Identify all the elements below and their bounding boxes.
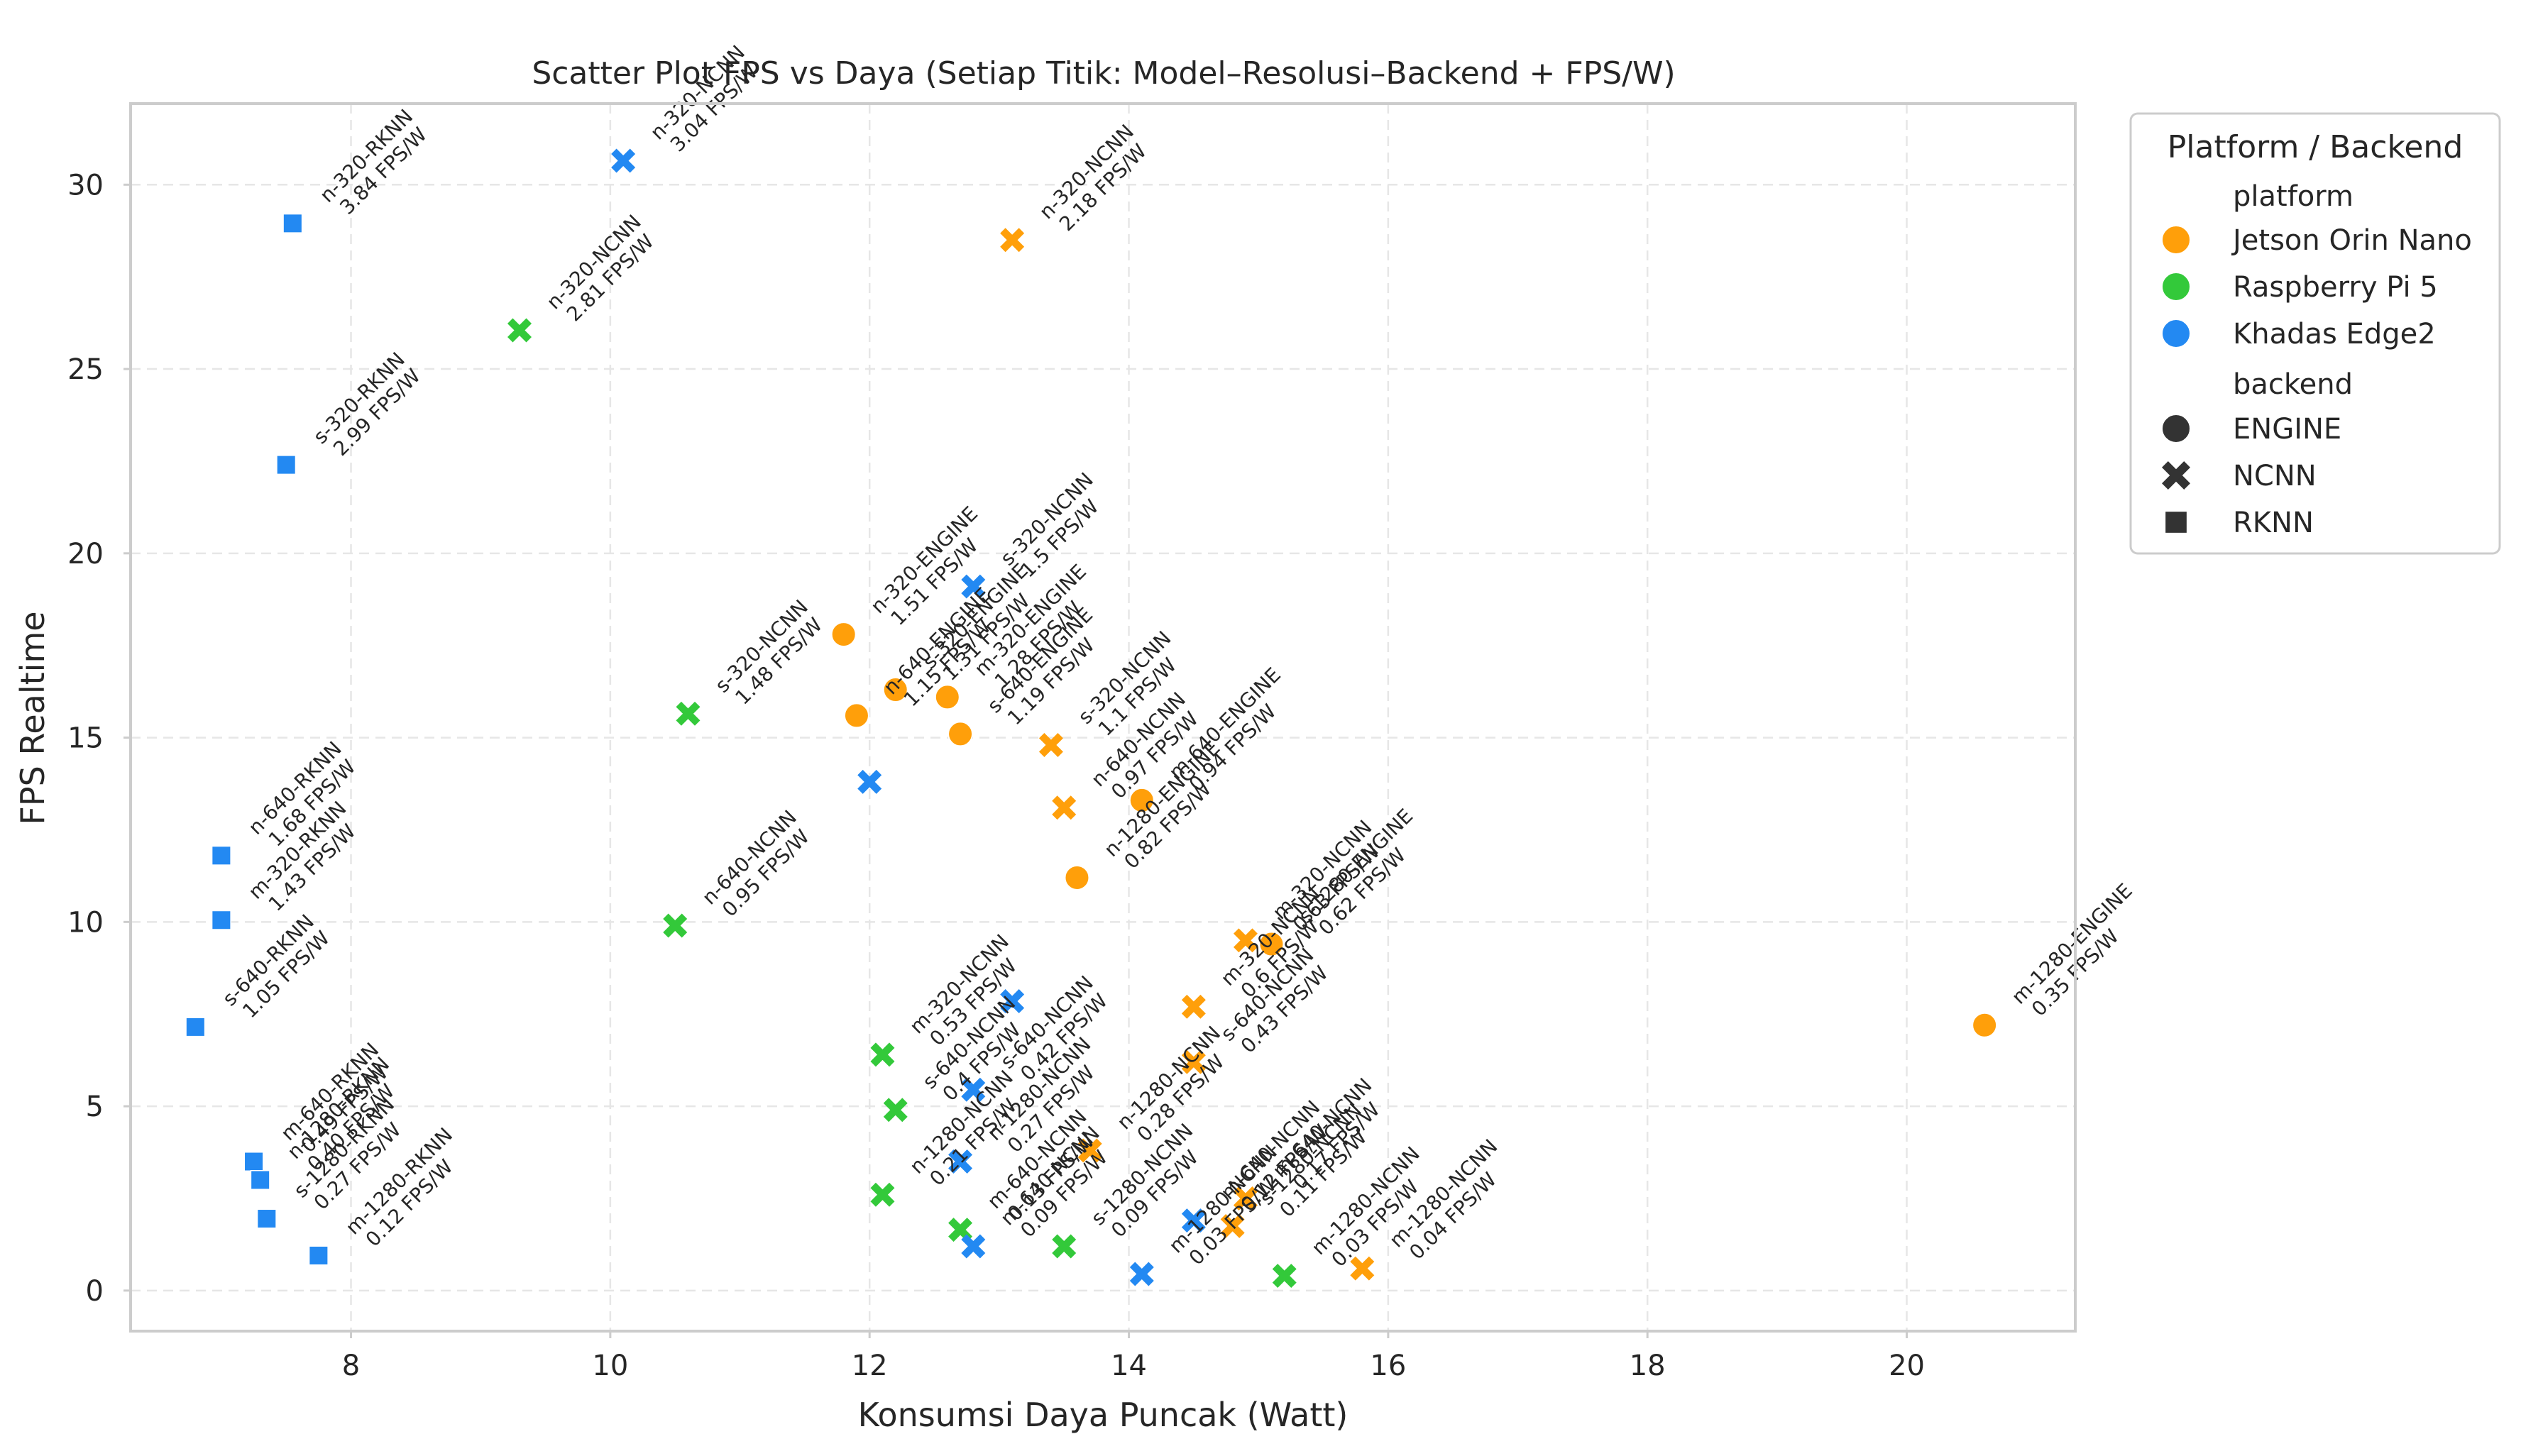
y-tick-label: 5	[86, 1091, 104, 1123]
point-label: m-1280-ENGINE0.35 FPS/W	[2007, 879, 2153, 1025]
y-tick-label: 15	[67, 722, 104, 755]
data-point	[948, 721, 974, 747]
data-point	[1181, 1208, 1206, 1233]
data-point	[830, 622, 857, 648]
data-point	[961, 574, 986, 599]
data-point	[276, 455, 297, 475]
data-point	[1181, 1049, 1206, 1074]
y-tick-label: 20	[67, 538, 104, 570]
legend-swatch	[2161, 225, 2191, 255]
point-label: s-320-NCNN1.48 FPS/W	[710, 595, 829, 714]
data-point	[185, 1017, 206, 1037]
chart-title: Scatter Plot FPS vs Daya (Setiap Titik: …	[532, 55, 1675, 92]
data-points	[185, 148, 1998, 1289]
x-tick-label: 14	[1111, 1350, 1147, 1382]
y-tick-label: 10	[67, 906, 104, 939]
data-point	[883, 1098, 908, 1123]
legend-marker	[2162, 461, 2190, 490]
x-tick-label: 10	[592, 1350, 628, 1382]
y-tick-label: 30	[67, 169, 104, 202]
x-tick-label: 20	[1889, 1350, 1925, 1382]
legend-backend-label: RKNN	[2233, 507, 2314, 539]
data-point	[1000, 228, 1025, 253]
y-axis-ticks: 0 5 10 15 20 25 30	[67, 169, 131, 1308]
data-point	[308, 1245, 329, 1266]
data-point	[1272, 1264, 1297, 1289]
data-point	[676, 701, 701, 726]
legend-title: Platform / Backend	[2168, 129, 2464, 165]
x-axis-label: Konsumsi Daya Puncak (Watt)	[858, 1396, 1349, 1434]
data-point	[934, 684, 960, 710]
point-labels: n-320-RKNN3.84 FPS/Wn-320-NCNN3.04 FPS/W…	[218, 40, 2153, 1272]
data-point	[1350, 1256, 1375, 1281]
legend-style-title: backend	[2233, 368, 2353, 401]
legend-backend-label: ENGINE	[2233, 413, 2341, 446]
data-point	[1000, 989, 1025, 1014]
legend-backend-entries: ENGINE NCNN RKNN	[2161, 413, 2341, 539]
data-point	[1181, 994, 1206, 1019]
legend-backend-label: NCNN	[2233, 460, 2317, 492]
plot-frame	[129, 102, 2077, 1333]
legend-swatch	[2161, 319, 2191, 348]
x-tick-label: 12	[852, 1350, 888, 1382]
grid-lines	[131, 104, 2075, 1331]
data-point	[1129, 1262, 1154, 1286]
data-point	[663, 913, 688, 938]
data-point	[1052, 1234, 1077, 1259]
data-point	[870, 1042, 895, 1067]
y-tick-label: 0	[86, 1275, 104, 1308]
point-label: n-320-RKNN3.84 FPS/W	[315, 104, 434, 223]
data-point	[250, 1169, 270, 1191]
legend-swatch	[2161, 272, 2191, 302]
data-point	[1077, 1138, 1102, 1163]
data-point	[1258, 931, 1285, 957]
legend-platform-label: Khadas Edge2	[2233, 318, 2436, 351]
point-label: s-640-RKNN1.05 FPS/W	[218, 910, 335, 1027]
x-axis-ticks: 8 10 12 14 16 18 20	[342, 1331, 1925, 1382]
point-label: n-640-NCNN0.95 FPS/W	[698, 805, 818, 925]
data-point	[243, 1152, 264, 1172]
data-point	[211, 910, 231, 930]
x-tick-label: 18	[1630, 1350, 1666, 1382]
data-point	[256, 1208, 277, 1229]
legend-platform-entries: Jetson Orin Nano Raspberry Pi 5 Khadas Edg…	[2161, 224, 2472, 351]
data-point	[1064, 864, 1090, 890]
data-point	[843, 702, 869, 729]
legend-marker	[2164, 510, 2188, 534]
data-point	[1220, 1213, 1245, 1238]
point-label: s-320-RKNN2.99 FPS/W	[309, 348, 426, 465]
point-label: n-320-NCNN2.18 FPS/W	[1035, 120, 1155, 240]
data-point	[1233, 928, 1258, 953]
data-point	[1233, 1186, 1258, 1210]
legend-platform-label: Raspberry Pi 5	[2233, 271, 2438, 304]
y-tick-label: 25	[67, 353, 104, 386]
data-point	[282, 213, 303, 233]
data-point	[882, 677, 908, 703]
data-point	[857, 769, 882, 794]
y-axis-label: FPS Realtime	[13, 611, 52, 824]
legend-platform-label: Jetson Orin Nano	[2231, 224, 2472, 257]
legend-marker	[2161, 414, 2191, 443]
legend-box	[2129, 112, 2501, 555]
data-point	[961, 1077, 986, 1102]
x-tick-label: 8	[342, 1350, 360, 1382]
data-point	[611, 148, 636, 173]
x-tick-label: 16	[1370, 1350, 1406, 1382]
data-point	[961, 1234, 986, 1259]
data-point	[1128, 787, 1155, 813]
legend: Platform / Backend platform Jetson Orin …	[2129, 112, 2501, 555]
data-point	[1052, 795, 1077, 820]
point-label: n-320-NCNN2.81 FPS/W	[542, 210, 662, 330]
data-point	[507, 318, 532, 343]
data-point	[211, 845, 231, 866]
data-point	[1972, 1012, 1998, 1038]
data-point	[948, 1149, 973, 1174]
legend-hue-title: platform	[2233, 180, 2354, 213]
data-point	[870, 1182, 895, 1207]
data-point	[1038, 732, 1063, 757]
